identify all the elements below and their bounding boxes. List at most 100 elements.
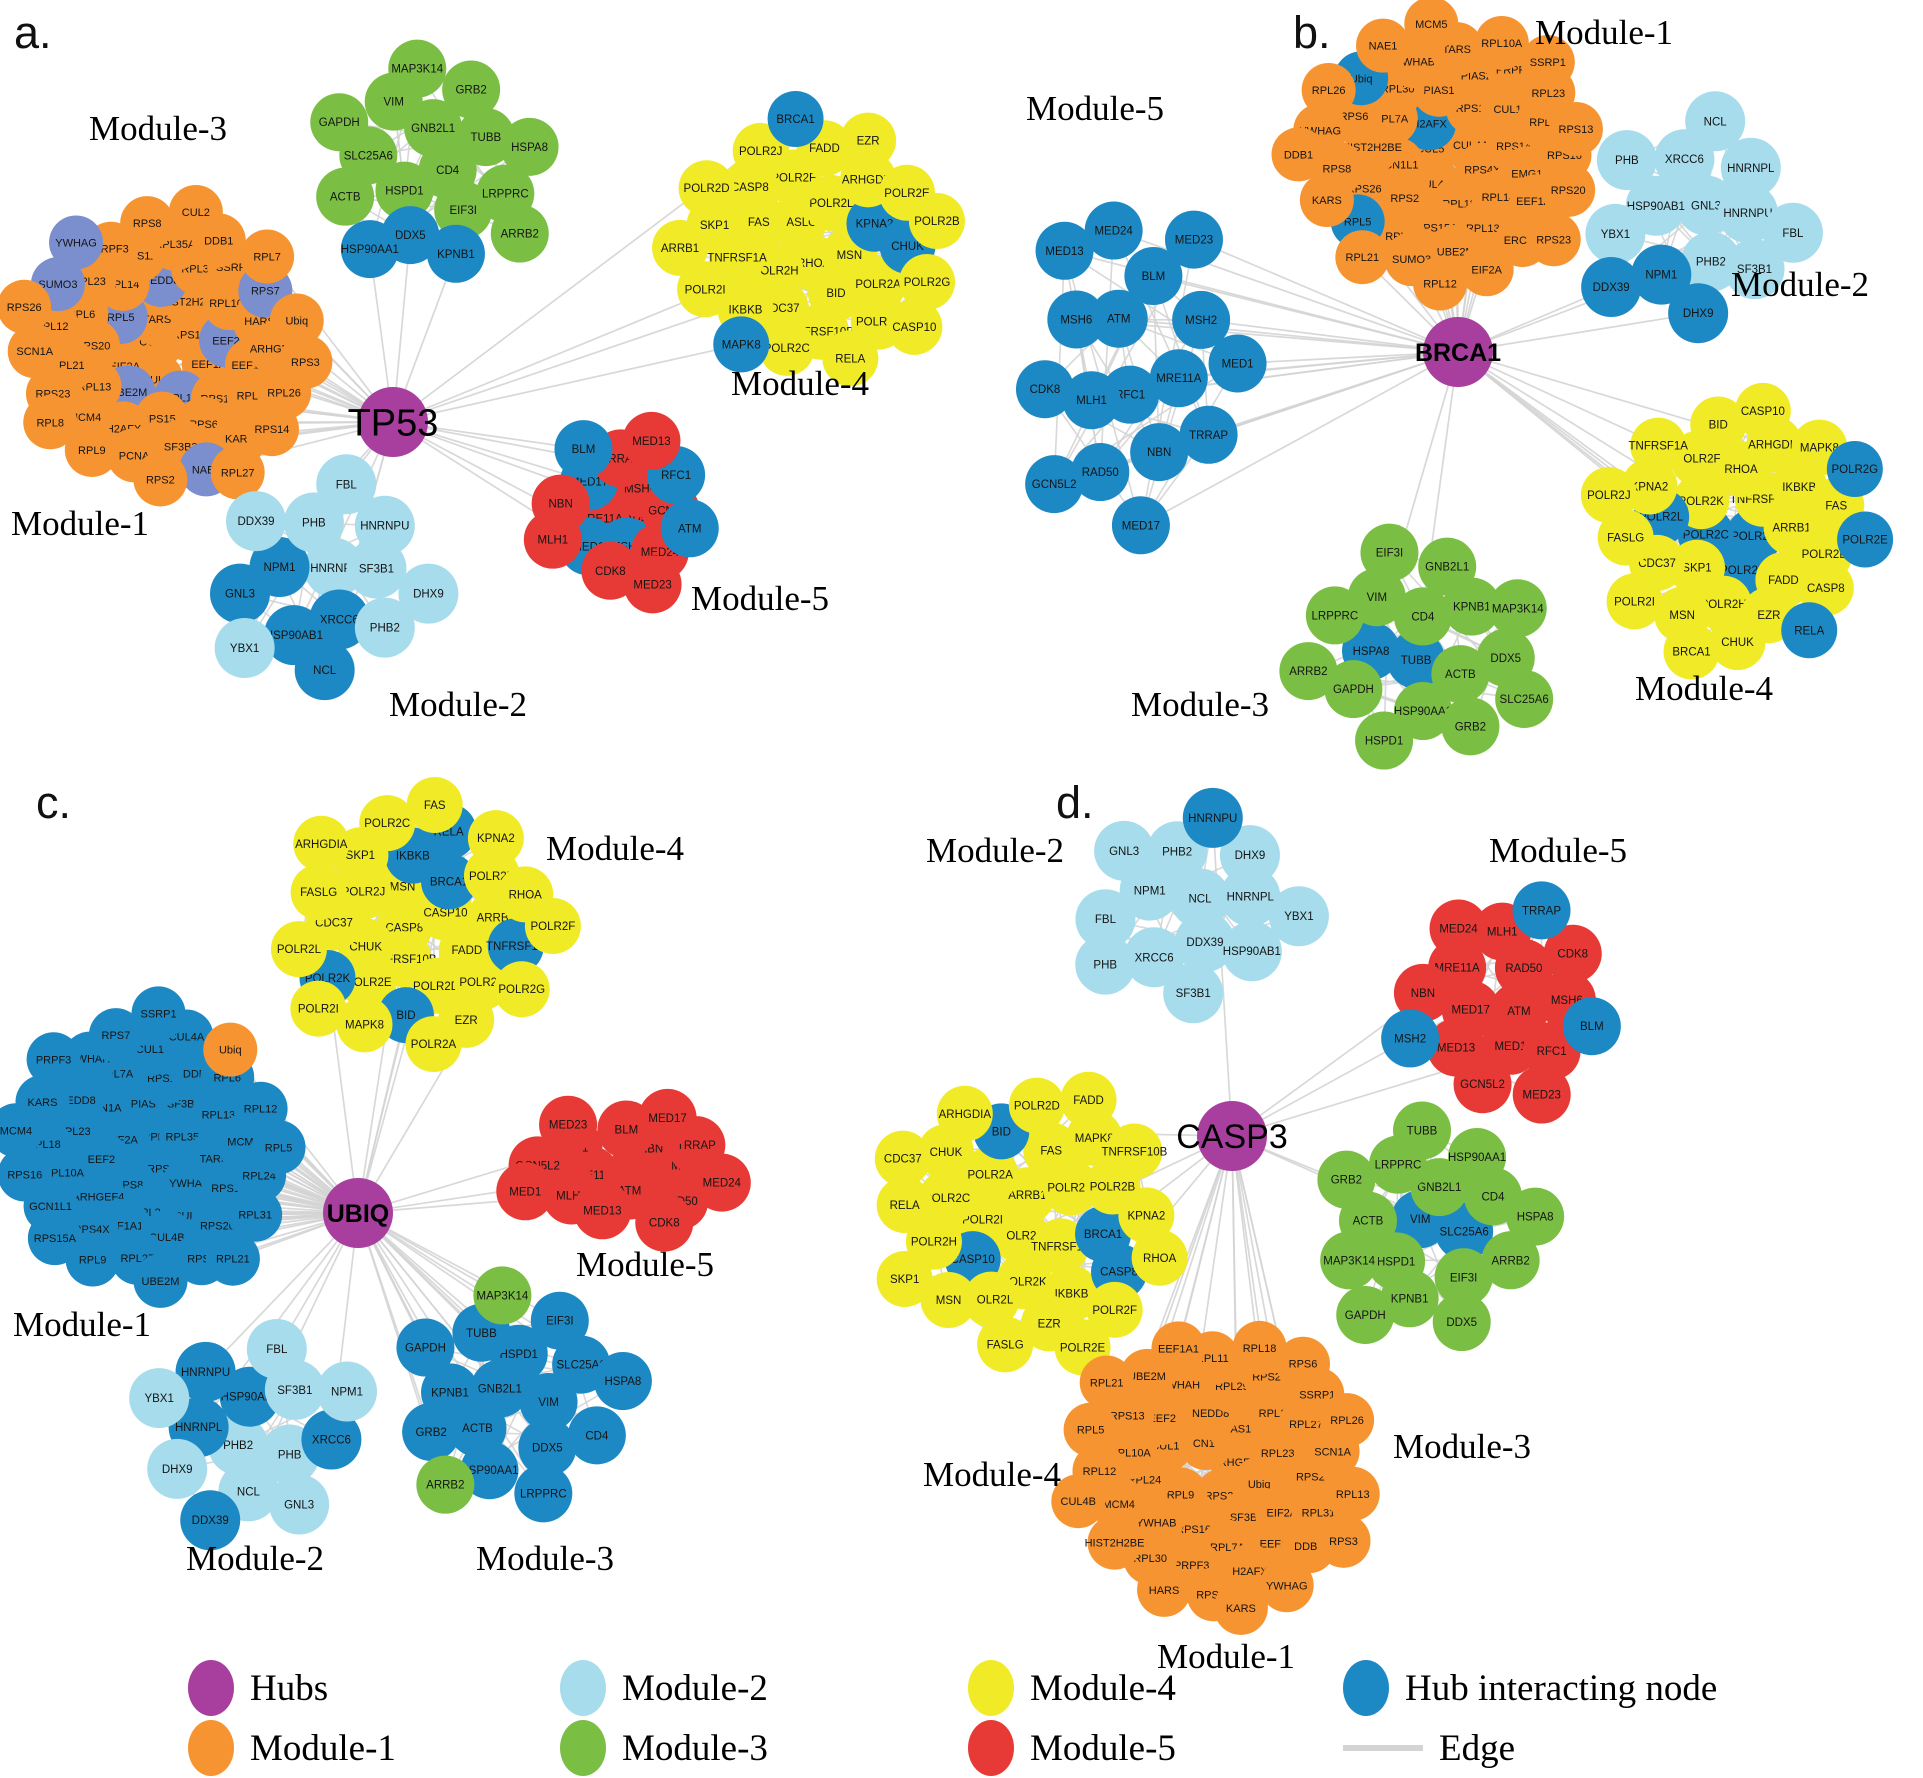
node-label-POLR2C: POLR2C (764, 343, 810, 355)
module-label-c-module-1: Module-1 (13, 1305, 151, 1344)
node-label-MED1: MED1 (1494, 1041, 1526, 1053)
node-label-RPS23: RPS23 (1536, 234, 1571, 246)
node-label-TNFRSF1A: TNFRSF1A (707, 253, 767, 265)
node-label-LRPPRC: LRPPRC (1375, 1160, 1422, 1172)
node-label-EZR: EZR (1038, 1318, 1061, 1330)
node-label-MRE11A: MRE11A (1156, 373, 1201, 385)
node-label-CDK8: CDK8 (649, 1218, 680, 1230)
node-label-KARS: KARS (1312, 195, 1342, 207)
panel-c: CASP8CASP10TNFRSF10BMSNFADDCHUKBRCA1POLR… (0, 777, 751, 1578)
module-label-c-module-5: Module-5 (576, 1245, 714, 1284)
node-label-ARRB2: ARRB2 (1491, 1255, 1529, 1267)
node-label-CDK8: CDK8 (595, 566, 626, 578)
node-label-RHOA: RHOA (1143, 1253, 1177, 1265)
panel-label-a: a. (14, 7, 52, 58)
node-label-YBX1: YBX1 (230, 643, 259, 655)
node-label-BID: BID (992, 1126, 1011, 1138)
node-label-MAP3K14: MAP3K14 (477, 1290, 529, 1302)
legend-item-module-5: Module-5 (968, 1718, 1176, 1778)
node-label-MED23: MED23 (549, 1120, 587, 1132)
node-label-RPL9: RPL9 (1167, 1489, 1195, 1501)
panel-d-module-5: ATMMED17RAD50MED1MRE11AMSH6MED13MLH1RFC1… (1381, 881, 1621, 1123)
node-label-YBX1: YBX1 (144, 1393, 173, 1405)
node-label-KARS: KARS (1226, 1603, 1256, 1615)
node-label-POLR2D: POLR2D (1014, 1101, 1060, 1113)
node-label-DDB1: DDB1 (204, 235, 233, 247)
node-label-GRB2: GRB2 (1331, 1175, 1362, 1187)
node-label-CUL2: CUL2 (182, 207, 210, 219)
module-label-d-module-2: Module-2 (926, 831, 1064, 870)
node-label-POLR2E: POLR2E (1060, 1342, 1106, 1354)
node-label-ARHGDIA: ARHGDIA (295, 839, 348, 851)
node-label-MED17: MED17 (1452, 1005, 1490, 1017)
module-label-a-module-4: Module-4 (731, 364, 869, 403)
node-label-PHB2: PHB2 (1162, 846, 1192, 858)
node-label-TUBB: TUBB (1407, 1125, 1438, 1137)
node-label-PHB2: PHB2 (1696, 257, 1726, 269)
node-label-RPL23: RPL23 (1531, 88, 1565, 100)
node-label-FAS: FAS (1040, 1146, 1062, 1158)
node-label-GNB2L1: GNB2L1 (1425, 562, 1469, 574)
node-label-TNFRSF10B: TNFRSF10B (1101, 1146, 1167, 1158)
node-label-VIM: VIM (383, 97, 403, 109)
module-label-c-module-4: Module-4 (546, 829, 684, 868)
node-label-FASLG: FASLG (987, 1339, 1024, 1351)
node-label-EIF2A: EIF2A (1471, 264, 1502, 276)
node-label-FBL: FBL (266, 1344, 288, 1356)
node-label-SF3B1: SF3B1 (277, 1385, 312, 1397)
node-label-BRCA1: BRCA1 (430, 876, 468, 888)
module-label-c-module-3: Module-3 (476, 1539, 614, 1578)
node-label-BLM: BLM (1142, 271, 1166, 283)
node-label-SKP1: SKP1 (1682, 563, 1711, 575)
node-label-SSRP1: SSRP1 (140, 1008, 176, 1020)
node-label-EZR: EZR (455, 1015, 478, 1027)
node-label-GAPDH: GAPDH (1333, 684, 1374, 696)
node-label-FADD: FADD (1073, 1095, 1104, 1107)
node-label-POLR2A: POLR2A (967, 1170, 1013, 1182)
node-label-RPL10A: RPL10A (1481, 38, 1523, 50)
node-label-MSN: MSN (936, 1295, 962, 1307)
panel-d-module-1: ARHGEF4RPS20GCN1L1UbiqRPL9PIAS1SF3B3CUL1… (1051, 1321, 1379, 1635)
node-label-KPNB1: KPNB1 (431, 1387, 469, 1399)
node-label-HNRNPU: HNRNPU (360, 521, 409, 533)
node-label-MED24: MED24 (1094, 226, 1133, 238)
node-label-RPS26: RPS26 (7, 302, 42, 314)
panel-a-module-1: CUL4BRPS13CUL1TARSEEF1AEIF2AHIST2H2BERPL… (0, 185, 332, 506)
node-label-RPS6: RPS6 (1289, 1359, 1318, 1371)
node-label-MED24: MED24 (1439, 924, 1478, 936)
node-label-MED23: MED23 (1175, 235, 1213, 247)
node-label-RPS20: RPS20 (1551, 185, 1586, 197)
panel-c-module-2: PHB2HSP90AB1PHBHNRNPLSF3B1NCLHNRNPUXRCC6… (129, 1319, 377, 1550)
node-label-HSPA8: HSPA8 (604, 1376, 641, 1388)
node-label-CDK8: CDK8 (1557, 949, 1588, 961)
node-label-MCM4: MCM4 (1103, 1499, 1135, 1511)
node-label-GRB2: GRB2 (455, 85, 486, 97)
node-label-HSP90AB1: HSP90AB1 (1627, 201, 1685, 213)
node-label-FAS: FAS (424, 800, 446, 812)
node-label-NBN: NBN (549, 499, 573, 511)
node-label-GNB2L1: GNB2L1 (1417, 1182, 1461, 1194)
node-label-POLR2A: POLR2A (411, 1039, 457, 1051)
node-label-RPL21: RPL21 (216, 1254, 250, 1266)
module-label-d-module-1: Module-1 (1157, 1637, 1295, 1676)
node-label-PHB: PHB (1615, 155, 1639, 167)
node-label-FBL: FBL (1782, 228, 1804, 240)
node-label-POLR2D: POLR2D (684, 183, 730, 195)
node-label-POLR2G: POLR2G (904, 277, 951, 289)
node-label-RFC1: RFC1 (1537, 1046, 1567, 1058)
node-label-POLR2C: POLR2C (1683, 530, 1729, 542)
node-label-NPM1: NPM1 (1645, 270, 1677, 282)
node-label-NCL: NCL (1188, 893, 1212, 905)
node-label-GCN1L1: GCN1L1 (29, 1201, 72, 1213)
node-label-MSN: MSN (837, 250, 863, 262)
node-label-HSP90AA1: HSP90AA1 (341, 244, 399, 256)
node-label-EIF3I: EIF3I (1376, 548, 1403, 560)
node-label-EZR: EZR (1757, 610, 1780, 622)
node-label-CHUK: CHUK (1721, 637, 1754, 649)
node-label-RPS8: RPS8 (133, 218, 162, 230)
node-label-HSP90AB1: HSP90AB1 (1223, 946, 1281, 958)
node-label-ATM: ATM (1107, 314, 1130, 326)
node-label-HSPD1: HSPD1 (1377, 1256, 1415, 1268)
node-label-DHX9: DHX9 (1235, 850, 1266, 862)
